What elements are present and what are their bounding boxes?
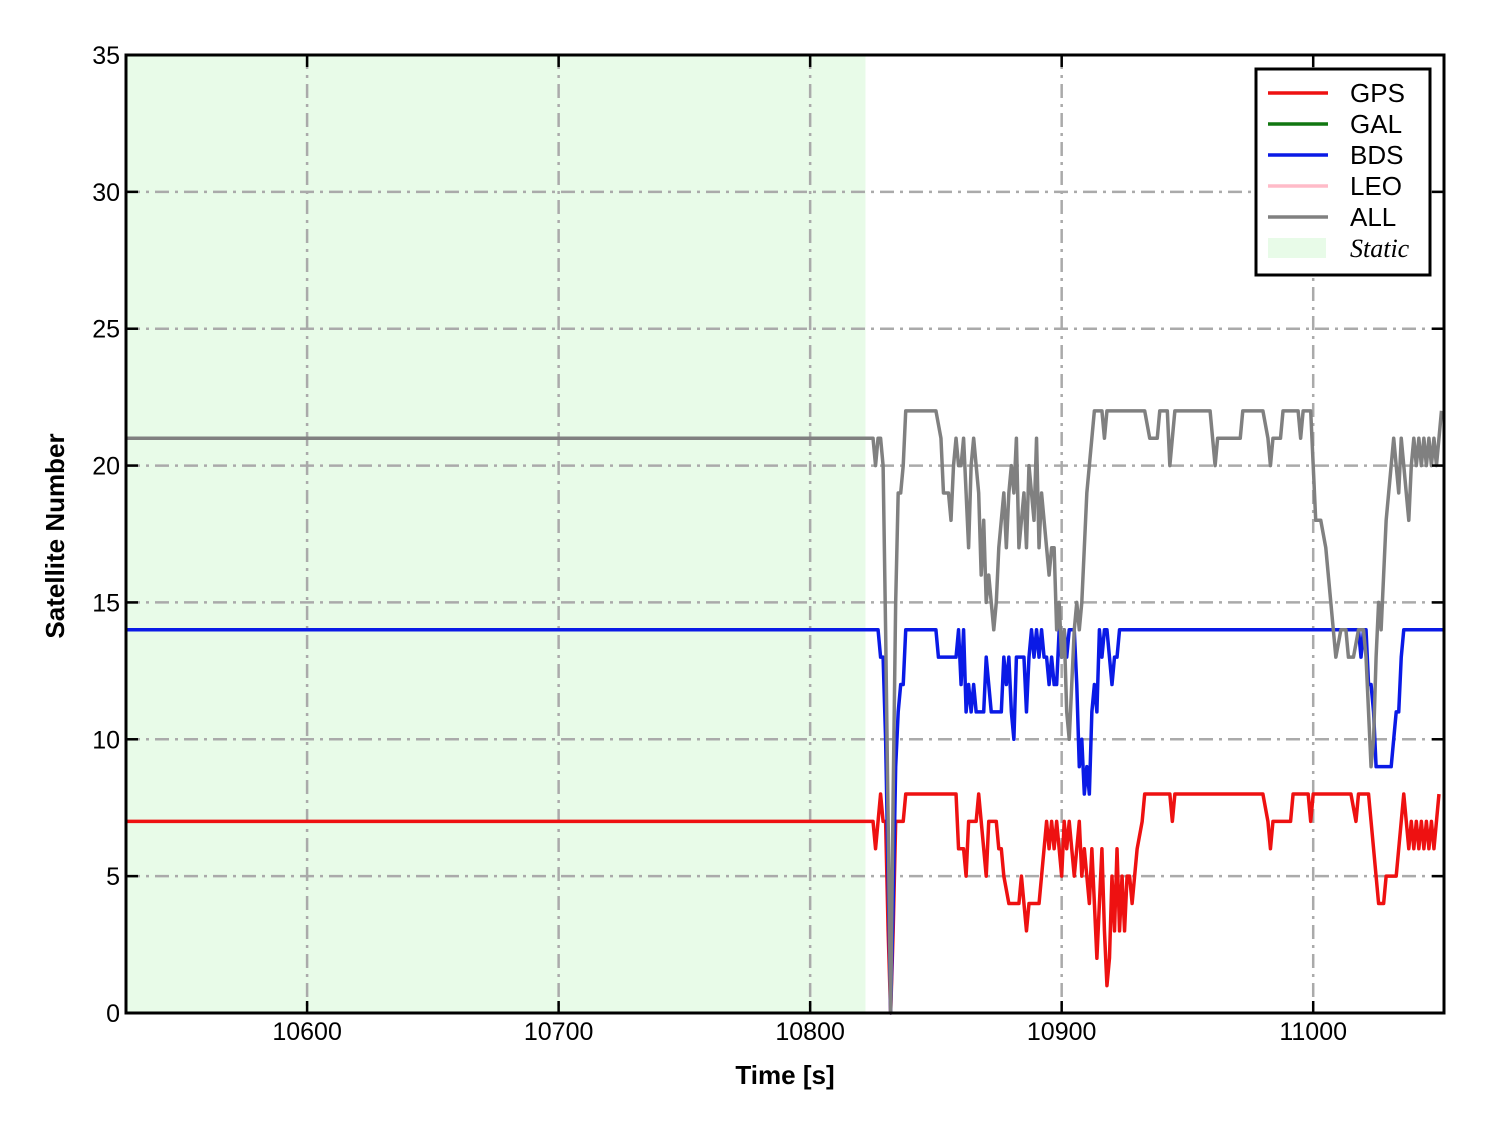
plot-frame (124, 53, 1446, 1015)
y-tick-label: 10 (92, 726, 120, 754)
x-tick-label: 10700 (524, 1018, 594, 1046)
series-line-all (126, 409, 1444, 1015)
legend-label-bds: BDS (1350, 140, 1403, 170)
legend-label-leo: LEO (1350, 171, 1402, 201)
legend-swatch-static (1268, 238, 1326, 258)
x-axis-title: Time [s] (735, 1060, 834, 1090)
y-tick-label: 25 (92, 316, 120, 344)
grid-layer (126, 55, 1444, 1013)
legend-label-all: ALL (1350, 202, 1396, 232)
legend-label-gal: GAL (1350, 109, 1402, 139)
series-line-gps (126, 792, 1441, 1015)
series-layer (126, 409, 1444, 1015)
plot-border (124, 53, 1446, 1015)
y-tick-label: 20 (92, 453, 120, 481)
legend-label-static: Static (1350, 234, 1410, 263)
y-tick-label: 30 (92, 179, 120, 207)
static-region-layer (126, 55, 866, 1013)
x-tick-label: 10600 (272, 1018, 342, 1046)
tick-layer: 10600 10700 10800 10900 11000 0 5 10 15 20 25 30 35 (92, 42, 1444, 1046)
y-tick-label: 5 (106, 863, 120, 891)
y-tick-label: 15 (92, 589, 120, 617)
x-tick-label: 10800 (775, 1018, 845, 1046)
y-tick-label: 35 (92, 42, 120, 70)
x-tick-label: 10900 (1027, 1018, 1097, 1046)
series-line-bds (126, 628, 1444, 1015)
y-tick-label: 0 (106, 1000, 120, 1028)
x-tick-label: 11000 (1279, 1018, 1347, 1046)
legend-label-gps: GPS (1350, 78, 1405, 108)
static-region (126, 55, 866, 1013)
y-axis-title: Satellite Number (40, 433, 70, 638)
